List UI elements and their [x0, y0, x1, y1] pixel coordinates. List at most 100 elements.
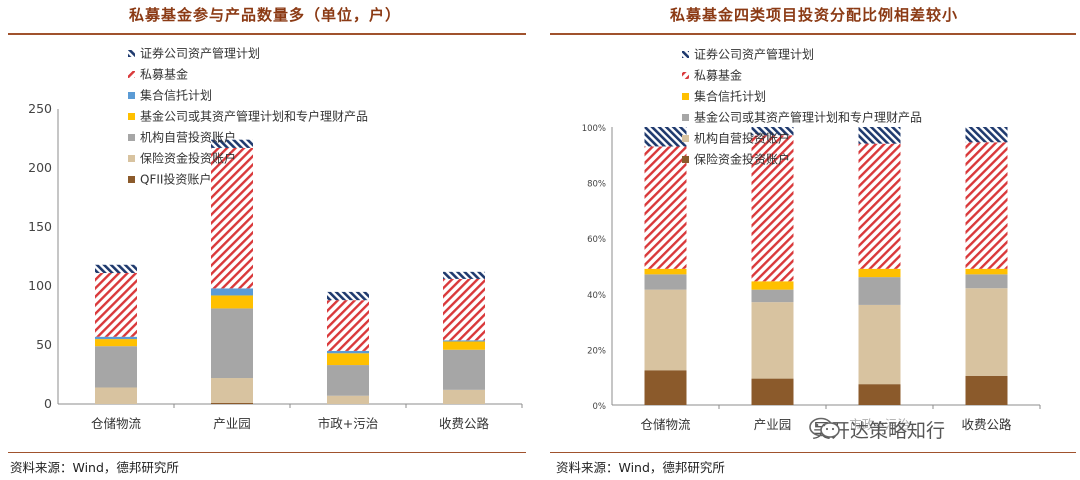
- left-legend-swatch: [128, 71, 135, 78]
- right-bar-securities: [858, 127, 901, 144]
- left-bar-trust: [95, 336, 137, 340]
- right-bar-private_fund: [644, 146, 687, 269]
- wechat-icon: [809, 417, 840, 438]
- left-legend-label: 私募基金: [140, 67, 188, 82]
- left-source-note: 资料来源：Wind，德邦研究所: [10, 460, 179, 475]
- left-legend-label: 集合信托计划: [140, 88, 212, 103]
- watermark-text: 吴开达策略知行: [812, 420, 946, 442]
- left-bar-securities: [211, 139, 253, 148]
- left-bar-trust: [443, 340, 485, 342]
- right-legend-label: 私募基金: [694, 68, 742, 83]
- left-legend-swatch: [128, 155, 135, 162]
- right-bar-qfii: [644, 370, 687, 405]
- left-legend-swatch: [128, 92, 135, 99]
- left-bar-securities: [95, 264, 137, 274]
- left-bar-fund_company: [327, 353, 369, 366]
- right-bar-insurance: [751, 302, 794, 379]
- right-legend-label: 保险资金投资账户: [694, 152, 790, 167]
- right-bar-fund_company: [751, 281, 794, 290]
- left-bottom-rule: [8, 452, 526, 453]
- right-bottom-rule: [550, 452, 1076, 453]
- left-y-tick-label: 50: [36, 337, 52, 352]
- right-bar-qfii: [965, 375, 1008, 405]
- left-legend-swatch: [128, 50, 135, 57]
- left-y-tick-label: 0: [44, 396, 52, 411]
- right-y-tick-label: 0%: [593, 402, 607, 412]
- left-bar-trust: [211, 288, 253, 296]
- right-y-tick-label: 80%: [587, 180, 606, 190]
- left-y-tick-label: 250: [28, 101, 52, 116]
- left-bar-proprietary: [327, 365, 369, 396]
- right-legend-label: 集合信托计划: [694, 89, 766, 104]
- right-legend-label: 机构自营投资账户: [694, 131, 790, 146]
- right-bar-qfii: [858, 384, 901, 405]
- left-legend-label: 保险资金投资账户: [140, 151, 236, 166]
- right-category-label: 仓储物流: [640, 417, 691, 432]
- right-bar-proprietary: [858, 277, 901, 305]
- right-bar-insurance: [858, 304, 901, 385]
- left-bar-private_fund: [443, 278, 485, 341]
- right-bar-proprietary: [751, 289, 794, 303]
- right-bar-securities: [751, 127, 794, 136]
- right-chart-panel: 私募基金四类项目投资分配比例相差较小 资料来源：Wind，德邦研究所: [548, 0, 1080, 480]
- left-legend-label: 基金公司或其资产管理计划和专户理财产品: [140, 109, 368, 124]
- right-legend-swatch: [682, 93, 689, 100]
- right-bar-private_fund: [751, 135, 794, 282]
- left-legend-swatch: [128, 113, 135, 120]
- right-legend-label: 证券公司资产管理计划: [694, 47, 814, 62]
- right-bar-qfii: [751, 378, 794, 405]
- left-category-label: 仓储物流: [91, 416, 142, 431]
- right-bar-insurance: [644, 289, 687, 371]
- right-bar-fund_company: [644, 268, 687, 275]
- right-bar-private_fund: [858, 143, 901, 269]
- left-bar-proprietary: [443, 349, 485, 390]
- left-legend-label: QFII投资账户: [140, 172, 211, 187]
- right-y-tick-label: 100%: [582, 124, 606, 134]
- left-bar-proprietary: [211, 308, 253, 379]
- left-bar-trust: [327, 350, 369, 354]
- left-chart-panel: 私募基金参与产品数量多（单位，户） 资料来源：Wind，德邦研究所: [0, 0, 530, 480]
- right-source-note: 资料来源：Wind，德邦研究所: [556, 460, 725, 475]
- left-bar-fund_company: [211, 295, 253, 309]
- right-bar-proprietary: [644, 274, 687, 290]
- right-bar-private_fund: [965, 142, 1008, 269]
- left-legend-swatch: [128, 176, 135, 183]
- right-bar-proprietary: [965, 274, 1008, 289]
- left-chart-title: 私募基金参与产品数量多（单位，户）: [128, 6, 401, 24]
- left-bar-private_fund: [327, 300, 369, 351]
- right-legend-swatch: [682, 156, 689, 163]
- left-bar-private_fund: [211, 147, 253, 289]
- left-bar-securities: [327, 291, 369, 301]
- right-legend-swatch: [682, 114, 689, 121]
- left-top-rule: [8, 33, 526, 35]
- right-category-label: 产业园: [754, 417, 792, 432]
- left-bar-insurance: [211, 378, 253, 403]
- right-bar-insurance: [965, 288, 1008, 376]
- left-bar-private_fund: [95, 273, 137, 337]
- left-bar-fund_company: [95, 339, 137, 347]
- left-bar-insurance: [327, 395, 369, 404]
- left-category-label: 收费公路: [439, 416, 490, 431]
- right-bar-securities: [644, 127, 687, 147]
- right-category-label: 收费公路: [961, 417, 1012, 432]
- left-y-tick-label: 200: [28, 160, 52, 175]
- left-bar-proprietary: [95, 346, 137, 388]
- left-category-label: 市政+污治: [318, 416, 378, 431]
- watermark: 吴开达策略知行: [808, 416, 950, 443]
- right-legend-swatch: [682, 72, 689, 79]
- right-y-tick-label: 20%: [587, 346, 606, 356]
- right-legend-label: 基金公司或其资产管理计划和专户理财产品: [694, 110, 922, 125]
- left-bar-securities: [443, 271, 485, 279]
- right-bar-fund_company: [965, 268, 1008, 275]
- left-y-tick-label: 150: [28, 219, 52, 234]
- left-bar-fund_company: [443, 341, 485, 350]
- right-top-rule: [550, 33, 1076, 35]
- right-legend-swatch: [682, 135, 689, 142]
- left-legend-label: 证券公司资产管理计划: [140, 46, 260, 61]
- right-y-tick-label: 60%: [587, 235, 606, 245]
- right-bar-securities: [965, 127, 1008, 143]
- right-chart-title: 私募基金四类项目投资分配比例相差较小: [669, 6, 958, 24]
- left-bar-insurance: [95, 387, 137, 404]
- left-bar-qfii: [211, 402, 253, 404]
